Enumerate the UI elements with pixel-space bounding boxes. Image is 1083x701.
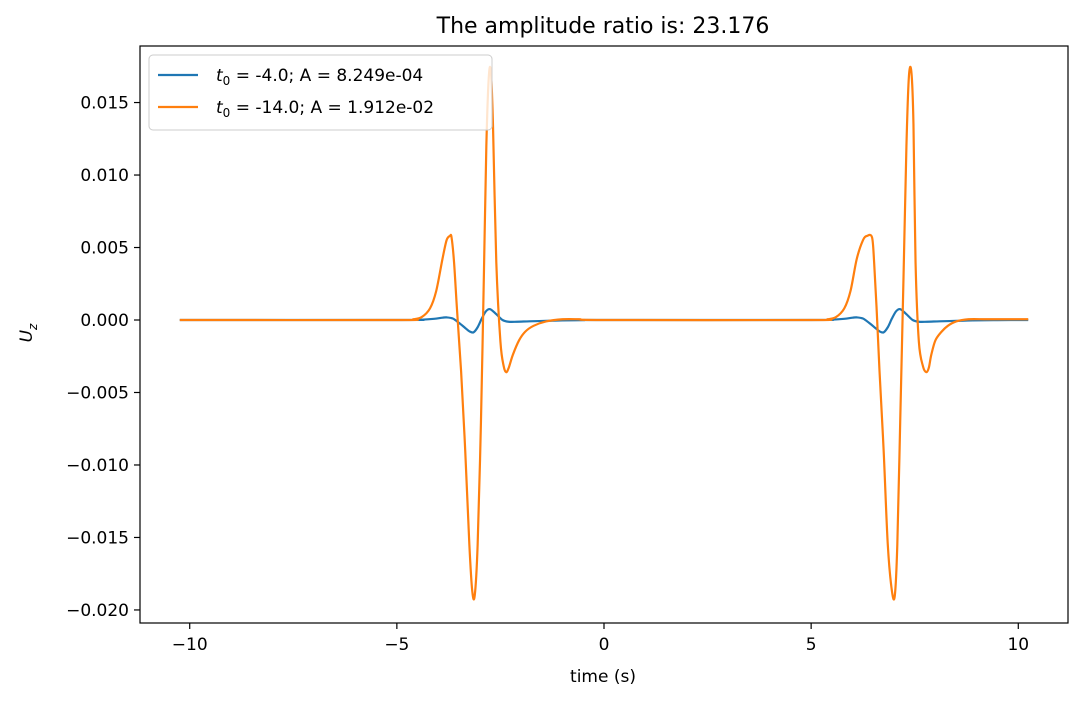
y-tick-label: −0.005 bbox=[66, 383, 129, 403]
y-tick-label: 0.015 bbox=[80, 94, 129, 114]
x-tick-label: −10 bbox=[172, 635, 208, 655]
x-axis-ticks: −10 −5 0 5 10 bbox=[172, 623, 1029, 655]
y-axis-label-sub: z bbox=[26, 323, 40, 331]
y-tick-label: −0.020 bbox=[66, 601, 129, 621]
y-tick-label: −0.015 bbox=[66, 528, 129, 548]
y-tick-label: 0.005 bbox=[80, 239, 129, 259]
x-tick-label: −5 bbox=[384, 635, 409, 655]
x-tick-label: 5 bbox=[806, 635, 817, 655]
y-tick-label: 0.010 bbox=[80, 166, 129, 186]
y-tick-label: 0.000 bbox=[80, 311, 129, 331]
y-axis-ticks: 0.015 0.010 0.005 0.000 −0.005 −0.010 −0.015 −0… bbox=[66, 94, 140, 621]
series-line-2 bbox=[179, 65, 1029, 601]
plot-lines bbox=[179, 65, 1029, 601]
chart-title: The amplitude ratio is: 23.176 bbox=[436, 14, 770, 39]
legend-label-1: t0 = -4.0; A = 8.249e-04 bbox=[216, 66, 423, 88]
legend: t0 = -4.0; A = 8.249e-04 t0 = -14.0; A = … bbox=[148, 54, 493, 131]
legend-box bbox=[148, 54, 493, 131]
x-axis-label: time (s) bbox=[570, 667, 636, 687]
x-tick-label: 10 bbox=[1007, 635, 1029, 655]
y-axis-label: Uz bbox=[17, 323, 40, 342]
y-axis-label-base: U bbox=[17, 329, 37, 342]
x-tick-label: 0 bbox=[599, 635, 610, 655]
legend-label-2: t0 = -14.0; A = 1.912e-02 bbox=[216, 98, 434, 120]
y-tick-label: −0.010 bbox=[66, 456, 129, 476]
